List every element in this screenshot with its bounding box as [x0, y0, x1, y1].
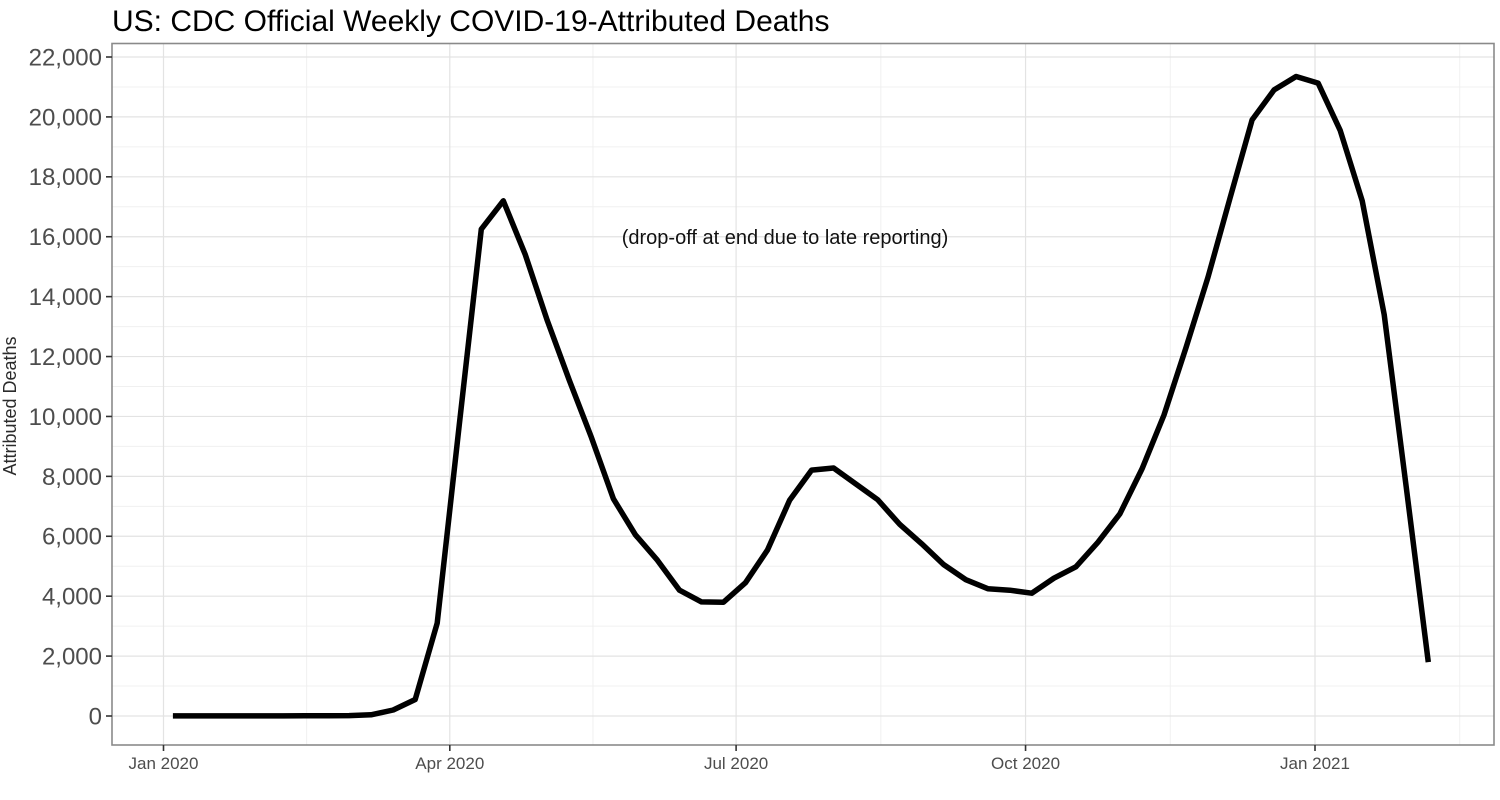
y-axis-title: Attributed Deaths	[0, 336, 20, 475]
deaths-line	[172, 73, 1432, 719]
y-tick-label: 20,000	[29, 104, 102, 131]
gridlines-minor	[112, 43, 1494, 745]
x-tick-label: Apr 2020	[415, 754, 484, 773]
late-reporting-annotation: (drop-off at end due to late reporting)	[622, 227, 949, 249]
data-series	[172, 73, 1432, 719]
y-axis-tick-labels: 0 2,000 4,000 6,000 8,000 10,000 12,000 14,000 1…	[29, 44, 102, 730]
gridlines-major	[112, 43, 1494, 745]
y-tick-label: 22,000	[29, 44, 102, 71]
y-tick-label: 12,000	[29, 344, 102, 371]
y-tick-label: 16,000	[29, 224, 102, 251]
y-tick-label: 0	[89, 703, 102, 730]
x-tick-label: Jan 2020	[129, 754, 199, 773]
plot-panel-border	[111, 42, 1495, 746]
y-tick-label: 10,000	[29, 404, 102, 431]
y-tick-label: 14,000	[29, 284, 102, 311]
y-tick-label: 4,000	[42, 584, 102, 611]
y-tick-label: 8,000	[42, 464, 102, 491]
y-tick-label: 18,000	[29, 164, 102, 191]
x-tick-label: Oct 2020	[991, 754, 1060, 773]
chart-title: US: CDC Official Weekly COVID-19-Attribu…	[112, 5, 829, 38]
y-tick-label: 2,000	[42, 643, 102, 670]
y-tick-label: 6,000	[42, 524, 102, 551]
axis-tick-marks	[106, 56, 1316, 751]
x-tick-label: Jul 2020	[704, 754, 768, 773]
x-axis-tick-labels: Jan 2020 Apr 2020 Jul 2020 Oct 2020 Jan 2021	[129, 754, 1350, 773]
x-tick-label: Jan 2021	[1280, 754, 1350, 773]
